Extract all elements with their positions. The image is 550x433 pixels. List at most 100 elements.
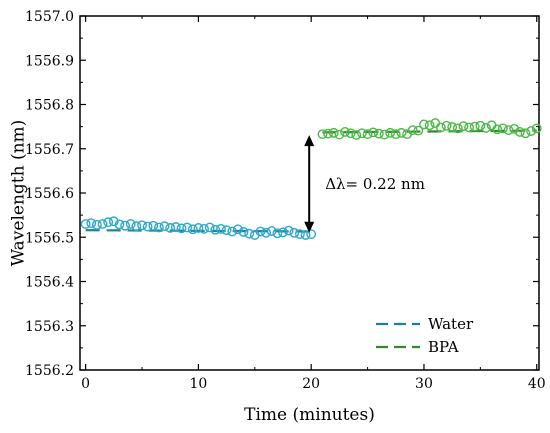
data-point-bpa <box>430 118 441 128</box>
data-point-water <box>170 222 181 232</box>
y-tick-label: 1556.5 <box>25 230 74 246</box>
data-point-bpa <box>323 128 334 139</box>
data-point-water <box>244 228 255 239</box>
data-point-bpa <box>447 122 458 132</box>
data-point-bpa <box>379 129 390 140</box>
x-axis-title: Time (minutes) <box>244 405 375 425</box>
data-point-bpa <box>357 128 367 139</box>
data-point-water <box>261 227 271 238</box>
y-tick-label: 1556.9 <box>25 53 74 69</box>
data-point-water <box>193 223 204 233</box>
x-axis-ticks: 0 10 20 30 40 <box>81 16 546 392</box>
data-point-bpa <box>520 128 531 139</box>
data-point-water <box>86 218 97 228</box>
data-point-water <box>283 225 294 236</box>
data-point-water <box>176 223 187 234</box>
legend-label-bpa: BPA <box>428 338 459 356</box>
data-point-bpa <box>419 119 429 130</box>
delta-annotation-label: Δλ= 0.22 nm <box>325 175 425 193</box>
delta-annotation: Δλ= 0.22 nm <box>304 135 425 233</box>
data-point-bpa <box>481 123 491 133</box>
x-tick-label: 20 <box>302 376 320 392</box>
x-tick-label: 30 <box>415 376 433 392</box>
data-point-bpa <box>452 123 463 134</box>
data-point-bpa <box>351 130 362 140</box>
data-point-bpa <box>526 126 537 136</box>
y-axis-title: Wavelength (nm) <box>9 120 29 267</box>
y-tick-label: 1557.0 <box>25 9 74 25</box>
data-point-water <box>255 226 266 237</box>
data-point-water <box>199 223 209 234</box>
data-point-bpa <box>492 124 503 135</box>
data-point-water <box>142 221 153 232</box>
legend-label-water: Water <box>428 315 474 333</box>
y-tick-label: 1556.2 <box>25 363 74 379</box>
x-tick-label: 0 <box>81 376 90 392</box>
data-point-water <box>266 226 277 236</box>
data-point-water <box>92 219 102 230</box>
data-point-water <box>204 222 215 233</box>
data-point-water <box>120 220 131 231</box>
data-point-water <box>216 223 226 234</box>
data-point-water <box>210 224 221 235</box>
data-point-bpa <box>340 127 350 137</box>
data-point-water <box>114 219 125 230</box>
data-point-water <box>137 220 147 231</box>
y-axis-ticks: 1556.2 1556.3 1556.4 1556.5 1556.6 1556.7 1556… <box>25 9 539 379</box>
data-point-water <box>159 221 170 232</box>
data-point-water <box>125 219 136 229</box>
data-point-water <box>306 229 317 240</box>
data-point-bpa <box>458 121 469 132</box>
y-tick-label: 1556.4 <box>25 275 74 291</box>
data-point-bpa <box>317 129 328 140</box>
data-point-bpa <box>385 127 396 138</box>
x-tick-label: 40 <box>528 376 546 392</box>
fit-line-water <box>85 229 312 233</box>
data-point-bpa <box>373 128 384 139</box>
legend: Water BPA <box>376 315 474 356</box>
data-point-water <box>238 227 249 237</box>
data-point-bpa <box>498 123 508 134</box>
data-point-water <box>278 227 288 238</box>
data-point-water <box>300 230 311 240</box>
data-point-bpa <box>413 125 424 136</box>
data-point-bpa <box>362 129 373 140</box>
data-point-bpa <box>531 123 542 134</box>
data-point-bpa <box>345 128 356 139</box>
data-point-water <box>187 224 198 235</box>
y-tick-label: 1556.7 <box>25 142 74 158</box>
data-point-bpa <box>390 129 401 140</box>
delta-arrow-head-down <box>304 221 315 233</box>
x-tick-label: 10 <box>190 376 208 392</box>
y-tick-label: 1556.3 <box>25 319 74 335</box>
data-point-water <box>227 226 238 237</box>
data-point-bpa <box>435 122 446 133</box>
data-point-bpa <box>396 127 407 138</box>
data-point-water <box>295 229 305 240</box>
data-point-water <box>148 220 159 231</box>
y-tick-label: 1556.6 <box>25 186 74 202</box>
data-point-water <box>272 228 283 239</box>
data-point-water <box>232 224 243 235</box>
data-point-water <box>154 222 164 233</box>
data-point-bpa <box>475 120 486 131</box>
data-point-bpa <box>503 125 514 136</box>
data-point-water <box>80 219 91 229</box>
data-point-bpa <box>407 125 418 136</box>
y-tick-label: 1556.8 <box>25 98 74 114</box>
data-point-water <box>97 219 108 229</box>
data-point-bpa <box>368 127 379 138</box>
data-point-bpa <box>509 123 520 134</box>
data-point-bpa <box>514 127 525 137</box>
data-point-water <box>108 216 119 227</box>
data-point-water <box>165 223 176 233</box>
data-point-water <box>289 227 300 238</box>
data-points <box>80 118 542 240</box>
data-point-bpa <box>464 122 474 133</box>
data-point-water <box>221 225 232 236</box>
data-point-water <box>131 221 142 232</box>
data-point-bpa <box>469 121 480 132</box>
data-point-bpa <box>334 129 345 140</box>
data-point-water <box>103 217 114 228</box>
